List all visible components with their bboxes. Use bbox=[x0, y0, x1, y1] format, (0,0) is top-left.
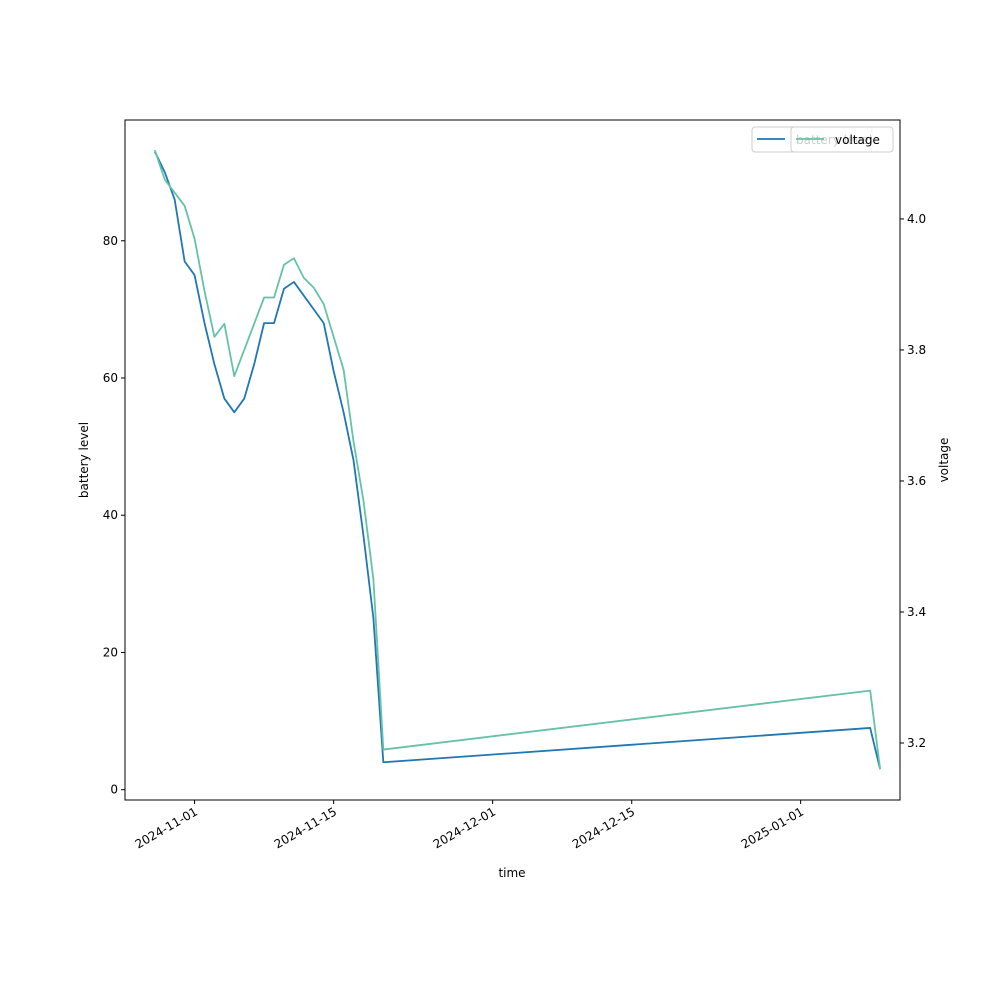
legend-box bbox=[790, 126, 894, 153]
y-tick-label: 60 bbox=[103, 371, 118, 385]
y2-tick-label: 3.2 bbox=[907, 736, 926, 750]
series-line bbox=[153, 151, 882, 770]
x-axis-label: time bbox=[498, 866, 525, 880]
legend-label: voltage bbox=[835, 133, 880, 147]
y-tick-label: 20 bbox=[103, 645, 118, 659]
y2-axis-label: voltage bbox=[937, 438, 951, 483]
y2-tick-label: 3.6 bbox=[907, 474, 926, 488]
y2-tick-label: 4.0 bbox=[907, 212, 926, 226]
y-tick-label: 80 bbox=[103, 234, 118, 248]
y2-tick-label: 3.8 bbox=[907, 343, 926, 357]
series-line bbox=[153, 149, 882, 770]
plot-frame bbox=[124, 119, 901, 801]
y-tick-label: 0 bbox=[110, 783, 118, 797]
y-tick-label: 40 bbox=[103, 508, 118, 522]
y-axis-label: battery level bbox=[77, 422, 91, 498]
y2-tick-label: 3.4 bbox=[907, 605, 926, 619]
